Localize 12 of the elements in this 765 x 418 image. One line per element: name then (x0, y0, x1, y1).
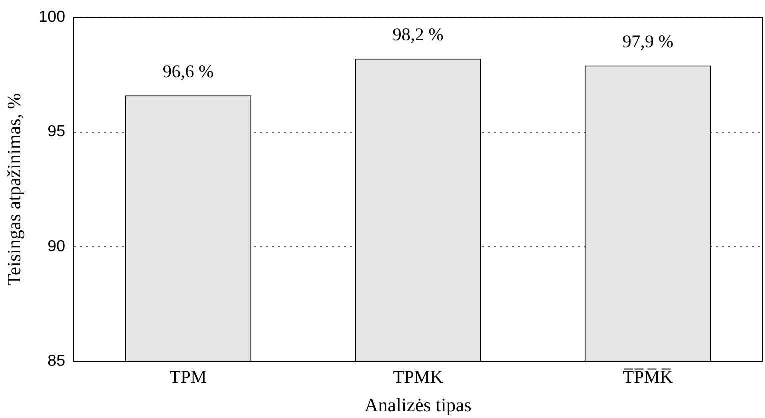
data-label: 98,2 % (392, 24, 444, 45)
x-tick-label: TPMK (393, 367, 444, 388)
y-axis-title: Teisingas atpažinimas, % (4, 93, 26, 286)
data-label: 97,9 % (622, 31, 674, 52)
y-tick-label: 90 (48, 238, 66, 256)
x-axis-title: Analizės tipas (364, 396, 472, 417)
x-tick-label: T̅P̅M̅K̅ (623, 367, 674, 388)
y-tick-label: 95 (48, 124, 66, 141)
x-tick-label: TPM (170, 367, 207, 388)
y-tick-label: 85 (48, 353, 66, 370)
y-tick-label: 100 (38, 9, 66, 26)
data-label: 96,6 % (162, 61, 214, 82)
